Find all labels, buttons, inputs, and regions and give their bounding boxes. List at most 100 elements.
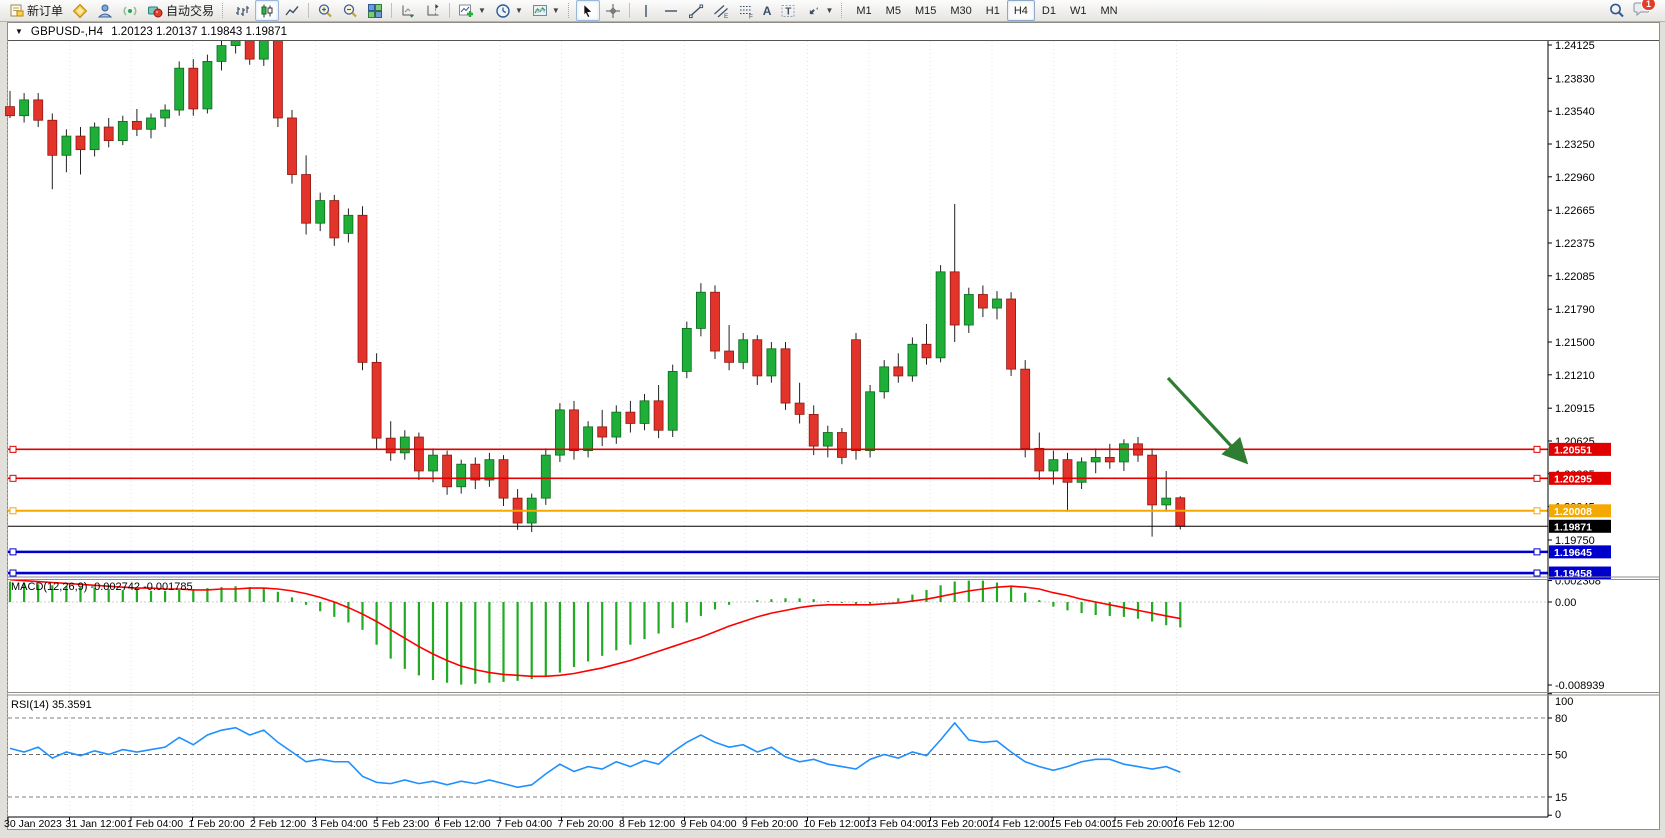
timeframe-button-H1[interactable]: H1 [985, 4, 1000, 17]
price-axis-tick: 1.22960 [1555, 172, 1595, 184]
templates-button[interactable]: ▼ [528, 0, 564, 21]
timeframe-button-MN[interactable]: MN [1100, 4, 1118, 17]
time-axis-label: 5 Feb 23:00 [373, 818, 429, 830]
candle [625, 400, 636, 433]
candle [75, 127, 86, 175]
toolbar-grip [222, 3, 226, 18]
candle [681, 321, 692, 379]
candle [879, 360, 890, 399]
market-watch-button[interactable] [68, 0, 92, 21]
timeframe-button-W1[interactable]: W1 [1069, 4, 1087, 17]
time-axis[interactable]: 30 Jan 2023 31 Jan 12:00 1 Feb 04:00 1 Feb … [4, 817, 1235, 830]
timeframe-button-D1[interactable]: D1 [1041, 4, 1056, 17]
candle [216, 36, 227, 71]
chart-ohlc-values: 1.20123 1.20137 1.19843 1.19871 [111, 25, 288, 38]
candle [766, 341, 777, 383]
timeframe-bar: M1 M5 M15 M30 H1 H4 D1 W1 MN [849, 0, 1124, 21]
timeframe-button-H4[interactable]: H4 [1006, 0, 1035, 21]
price-axis-tick: 1.22665 [1555, 205, 1595, 217]
candlestick-chart-type-button[interactable] [255, 0, 280, 21]
horizontal-line-1.19645[interactable] [8, 548, 1548, 556]
horizontal-line-1.20008[interactable] [8, 507, 1548, 515]
time-axis-label: 3 Feb 04:00 [312, 818, 368, 830]
text-label-icon: T [780, 3, 796, 19]
svg-text:1.20008: 1.20008 [1554, 506, 1592, 518]
auto-scroll-icon [400, 3, 416, 19]
price-axis-tick: 1.19750 [1555, 535, 1595, 547]
auto-trading-button[interactable]: 自动交易 [143, 0, 218, 21]
candle [146, 113, 156, 139]
fibonacci-tool-button[interactable]: F [734, 0, 758, 21]
candle [1034, 432, 1045, 481]
text-label-tool-button[interactable]: T [776, 0, 800, 21]
vertical-line-tool-button[interactable] [634, 0, 658, 21]
depth-of-market-button[interactable] [93, 0, 117, 21]
svg-text:1.20295: 1.20295 [1554, 473, 1592, 485]
candle [174, 61, 185, 116]
rsi-line [9, 721, 1181, 789]
tile-windows-button[interactable] [363, 0, 387, 21]
price-axis-tick: 1.24125 [1555, 40, 1595, 52]
add-indicator-button[interactable]: ▼ [454, 0, 490, 21]
auto-trading-icon [147, 3, 163, 19]
candle [963, 287, 974, 333]
timeframe-button-M1[interactable]: M1 [856, 4, 872, 17]
horizontal-line-1.20551[interactable] [8, 445, 1548, 453]
search-button[interactable] [1604, 0, 1628, 21]
trendline-tool-button[interactable] [684, 0, 708, 21]
svg-text:F: F [749, 13, 753, 19]
horizontal-line-1.20295[interactable] [8, 474, 1548, 482]
line-chart-type-button[interactable] [280, 0, 304, 21]
equidistant-channel-tool-button[interactable]: E [709, 0, 733, 21]
chart-shift-icon [425, 3, 441, 19]
auto-scroll-button[interactable] [396, 0, 420, 21]
rsi-axis-label: 15 [1555, 792, 1567, 804]
crosshair-tool-button[interactable] [601, 0, 625, 21]
candle [498, 455, 509, 507]
arrow-annotation[interactable] [1166, 376, 1249, 465]
horizontal-line-tool-button[interactable] [659, 0, 683, 21]
chevron-down-icon: ▼ [551, 6, 560, 15]
candle [837, 427, 847, 465]
cursor-icon [580, 3, 596, 19]
signals-button[interactable] [118, 0, 142, 21]
text-tool-button[interactable]: A [759, 0, 776, 21]
zoom-out-button[interactable] [338, 0, 362, 21]
candle [456, 459, 467, 494]
time-axis-label: 7 Feb 04:00 [496, 818, 552, 830]
candle [33, 93, 44, 128]
candle [851, 332, 861, 460]
price-tag: 1.20008 [1549, 504, 1611, 518]
arrows-tool-button[interactable]: ▼ [801, 0, 837, 21]
time-axis-label: 1 Feb 20:00 [189, 818, 245, 830]
time-axis-label: 8 Feb 12:00 [619, 818, 675, 830]
chart-shift-button[interactable] [421, 0, 445, 21]
price-tag: 1.19458 [1549, 566, 1611, 580]
candle [47, 113, 58, 190]
candle [583, 421, 593, 458]
candle [413, 432, 424, 481]
collapse-triangle-icon[interactable]: ▼ [15, 27, 23, 36]
cursor-tool-button[interactable] [575, 0, 600, 21]
zoom-in-button[interactable] [313, 0, 337, 21]
candle [569, 400, 579, 460]
time-axis-label: 15 Feb 20:00 [1111, 818, 1173, 830]
candle [202, 54, 213, 114]
macd-axis-label: 0.00 [1555, 597, 1576, 609]
timeframe-button-M30[interactable]: M30 [950, 4, 972, 17]
macd-pane: MACD(12,26,9) -0.002742 -0.001785 [8, 578, 1548, 685]
timeframe-button-M5[interactable]: M5 [885, 4, 901, 17]
notifications-button[interactable]: 1 [1629, 0, 1656, 21]
periods-button[interactable]: ▼ [491, 0, 527, 21]
bar-chart-type-button[interactable] [230, 0, 254, 21]
candle [639, 394, 650, 431]
candle [992, 291, 1002, 320]
price-axis-tick: 1.21790 [1555, 304, 1595, 316]
new-order-button[interactable]: 新订单 [4, 0, 67, 21]
price-axis[interactable]: 1.24125 1.23830 1.23540 1.23250 1.22960 1.226… [8, 40, 1611, 821]
timeframe-button-M15[interactable]: M15 [914, 4, 937, 17]
candle [738, 332, 749, 370]
horizontal-line-1.19458[interactable] [8, 569, 1548, 577]
clock-icon [495, 3, 511, 19]
